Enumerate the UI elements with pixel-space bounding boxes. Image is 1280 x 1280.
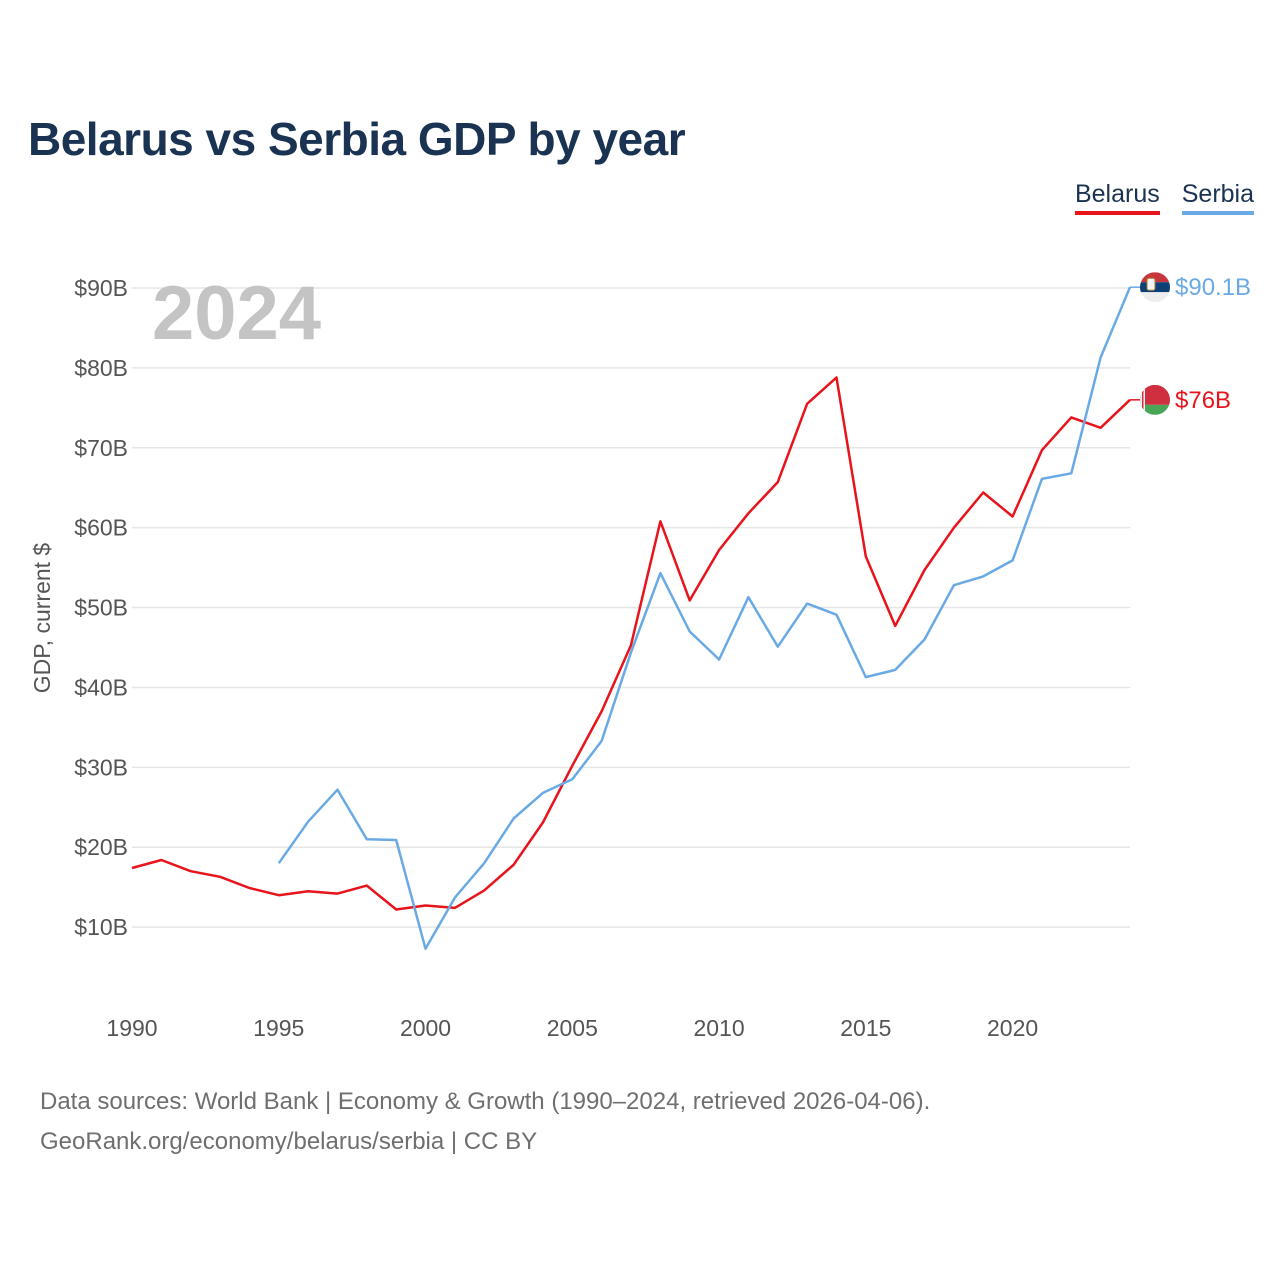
y-tick-label: $60B: [74, 515, 128, 541]
y-tick-label: $80B: [74, 355, 128, 381]
serbia-flag-icon: [1140, 272, 1170, 303]
series-line-belarus: [131, 376, 1131, 911]
footer: Data sources: World Bank | Economy & Gro…: [40, 1082, 930, 1162]
y-tick-label: $70B: [74, 435, 128, 461]
x-tick-label: 1995: [253, 1015, 304, 1041]
year-watermark: 2024: [152, 271, 321, 356]
end-value-label-belarus: $76B: [1175, 387, 1231, 414]
gridlines: [132, 287, 1130, 928]
x-tick-label: 1990: [106, 1015, 157, 1041]
series-lines: [131, 286, 1132, 950]
legend-item-serbia[interactable]: Serbia: [1181, 180, 1254, 215]
x-tick-label: 2005: [547, 1015, 598, 1041]
y-tick-label: $90B: [74, 275, 128, 301]
x-axis-ticks: 1990 1995 2000 2005 2010 2015 2020: [106, 1015, 1038, 1041]
x-tick-label: 2020: [987, 1015, 1038, 1041]
end-value-label-serbia: $90.1B: [1175, 274, 1251, 301]
x-tick-label: 2015: [840, 1015, 891, 1041]
x-tick-label: 2010: [693, 1015, 744, 1041]
footer-link[interactable]: GeoRank.org/economy/belarus/serbia | CC …: [40, 1128, 538, 1155]
y-axis-label: GDP, current $: [29, 543, 55, 694]
end-markers: $76B $90.1B: [1130, 272, 1251, 415]
line-chart: 2024 $10B $20B $30B $40B $50B $60B $70B $80B $90…: [29, 271, 1251, 1041]
y-tick-label: $20B: [74, 834, 128, 860]
y-tick-label: $50B: [74, 595, 128, 621]
chart-title: Belarus vs Serbia GDP by year: [28, 113, 686, 165]
legend: Belarus Serbia: [1074, 180, 1254, 215]
belarus-flag-icon: [1140, 384, 1170, 415]
y-axis-ticks: $10B $20B $30B $40B $50B $60B $70B $80B $90B: [74, 275, 128, 940]
y-tick-label: $10B: [74, 914, 128, 940]
y-tick-label: $30B: [74, 754, 128, 780]
footer-source: Data sources: World Bank | Economy & Gro…: [40, 1088, 931, 1115]
series-line-serbia: [277, 286, 1132, 950]
y-tick-label: $40B: [74, 674, 128, 700]
x-tick-label: 2000: [400, 1015, 451, 1041]
legend-item-belarus[interactable]: Belarus: [1074, 180, 1160, 215]
